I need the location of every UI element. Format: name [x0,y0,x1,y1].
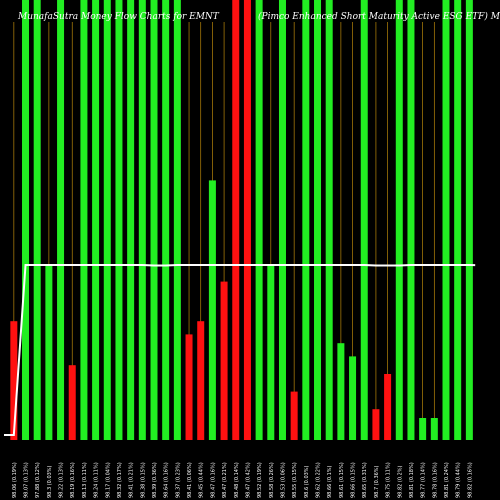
bar-20 [232,0,240,440]
bar-21 [243,0,251,440]
bar-37 [430,418,438,440]
x-tick-label-40: 98.82 (0.16%) [467,462,473,498]
bar-12 [138,0,146,440]
bar-2 [22,0,30,440]
bar-5 [57,0,65,440]
bar-32 [372,409,380,440]
x-tick-label-27: 98.62 (0.22%) [316,462,322,498]
x-tick-label-30: 98.66 (0.15%) [351,462,357,498]
x-tick-label-23: 98.58 (0.26%) [269,462,275,498]
x-tick-label-6: 98.19 (0.16%) [70,462,76,498]
bar-15 [173,0,181,440]
bar-26 [302,0,310,440]
bar-22 [255,0,263,440]
bar-9 [103,0,111,440]
x-tick-label-28: 98.66 (0.1%) [327,465,333,498]
bar-14 [162,0,170,440]
x-tick-label-15: 98.37 (0.23%) [175,462,181,498]
x-tick-label-13: 98.39 (0.36%) [152,462,158,498]
bar-1 [10,321,18,440]
bar-23 [267,264,275,440]
bar-40 [465,0,473,440]
bar-25 [290,391,298,440]
x-tick-label-35: 98.81 (0.18%) [409,462,415,498]
chart-title-right: (Pimco Enhanced Short Maturity Active ES… [258,11,500,22]
x-tick-label-3: 97.88 (0.12%) [35,462,41,498]
x-tick-label-31: 98.65 (0.31%) [362,462,368,498]
x-tick-label-24: 98.53 (0.06%) [280,462,286,498]
price-line [4,264,476,436]
bar-10 [115,0,123,440]
bar-16 [185,334,193,440]
bar-18 [208,180,216,440]
x-tick-label-37: 98.78 (0.16%) [432,462,438,498]
bar-38 [442,0,450,440]
x-tick-label-34: 98.82 (0.2%) [397,465,403,498]
x-tick-label-9: 98.17 (0.04%) [105,462,111,498]
bar-8 [92,0,100,440]
bar-33 [384,374,392,440]
bar-30 [349,356,357,440]
x-tick-label-12: 98.38 (0.15%) [140,462,146,498]
bar-11 [127,0,135,440]
x-tick-label-14: 98.64 (0.16%) [164,462,170,498]
volume-bars [10,0,473,440]
x-tick-label-11: 98.41 (0.21%) [129,462,135,498]
x-tick-label-2: 98.07 (0.13%) [24,462,30,498]
bar-17 [197,321,205,440]
bar-34 [395,0,403,440]
x-tick-label-18: 98.47 (0.16%) [210,462,216,498]
bar-36 [419,418,427,440]
bar-39 [454,0,462,440]
bar-35 [407,0,415,440]
chart-title-left: MunafaSutra Money Flow Charts for EMNT [17,12,220,22]
bar-31 [360,0,368,440]
x-tick-labels: 98.06 (0.19%) 98.07 (0.13%) 97.88 (0.12%) 9… [12,462,474,498]
bar-13 [150,0,158,440]
x-tick-label-38: 98.81 (0.24%) [444,462,450,498]
x-tick-label-33: 98.75 (0.11%) [386,462,392,498]
x-tick-label-22: 98.52 (0.19%) [257,462,263,498]
bar-4 [45,264,53,440]
bar-28 [325,0,333,440]
bar-27 [314,0,322,440]
x-tick-label-5: 98.22 (0.13%) [59,462,65,498]
x-tick-label-1: 98.06 (0.19%) [12,462,18,498]
x-tick-label-39: 98.79 (0.44%) [456,462,462,498]
bar-7 [80,0,88,440]
x-tick-label-17: 98.45 (0.44%) [199,462,205,498]
x-tick-label-16: 98.41 (0.06%) [187,462,193,498]
x-tick-label-10: 98.32 (0.17%) [117,462,123,498]
bar-24 [278,0,286,440]
x-tick-label-36: 98.77 (0.14%) [421,462,427,498]
bar-19 [220,281,228,440]
bar-6 [68,365,76,440]
x-tick-label-25: 98.55 (0.15%) [292,462,298,498]
bar-3 [33,0,41,440]
x-tick-label-8: 98.24 (0.11%) [94,462,100,498]
x-tick-label-4: 98.3 (0.03%) [47,465,53,498]
x-tick-label-20: 98.48 (0.14%) [234,462,240,498]
x-tick-label-29: 98.61 (0.15%) [339,462,345,498]
x-tick-label-7: 98.13 (0.11%) [82,462,88,498]
x-tick-label-26: 98.6 (0.03%) [304,465,310,498]
x-tick-label-21: 98.47 (0.42%) [245,462,251,498]
bar-29 [337,343,345,440]
x-tick-label-32: 98.7 (0.36%) [374,465,380,498]
x-tick-label-19: 98.47 (0.21%) [222,462,228,498]
